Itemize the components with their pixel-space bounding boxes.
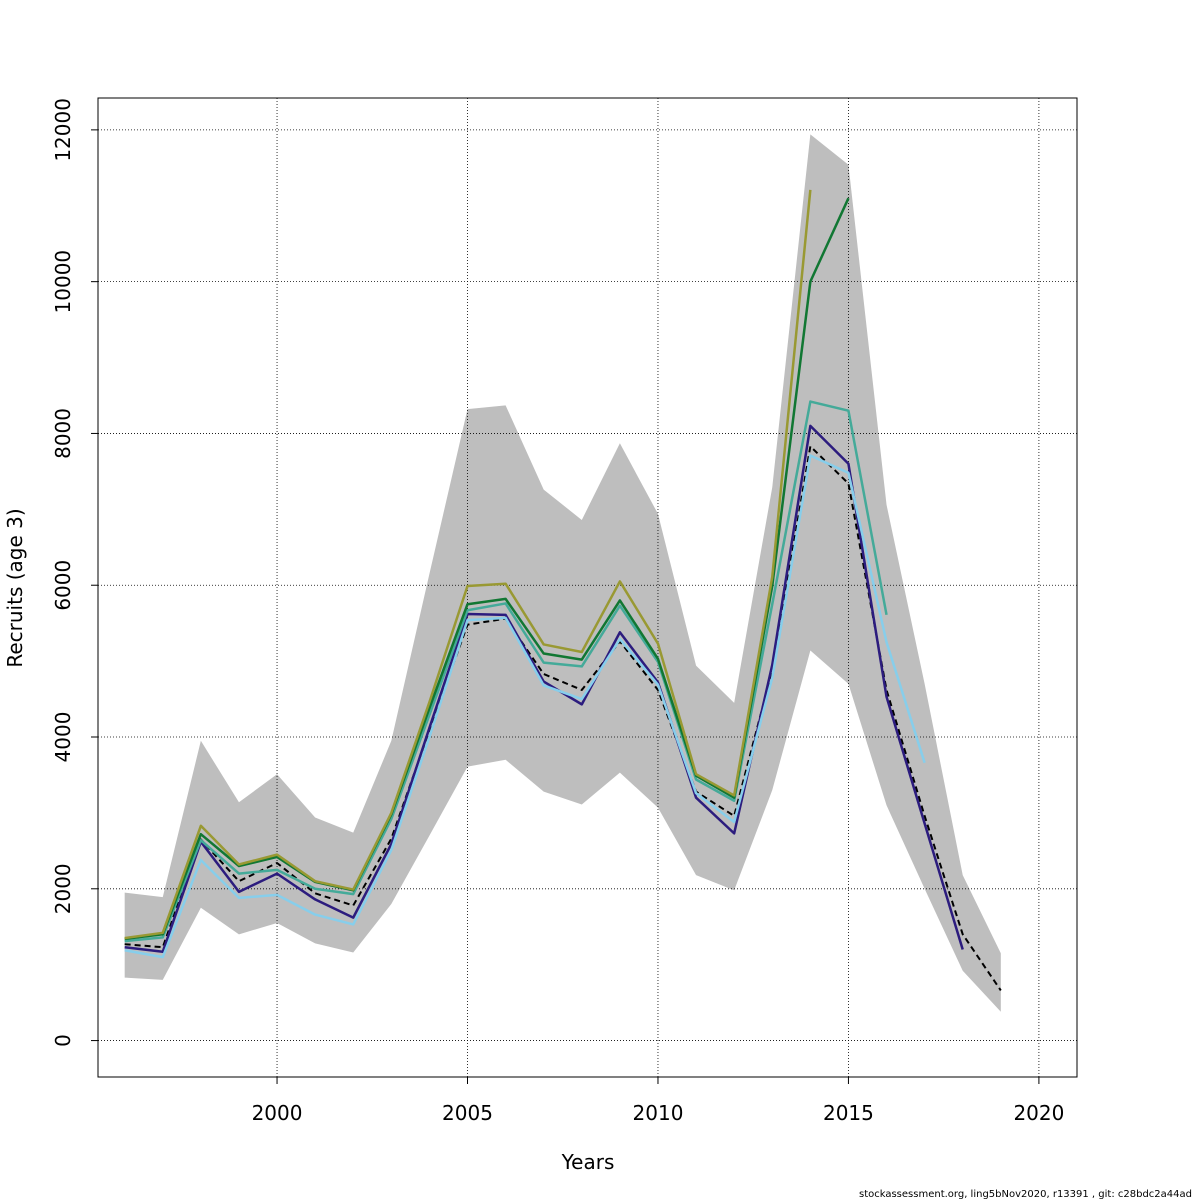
y-tick-label: 0: [51, 1034, 75, 1047]
y-tick-label: 2000: [51, 863, 75, 914]
confidence-band: [124, 134, 1001, 1012]
series-line-5: [124, 197, 850, 941]
series-layer: [124, 189, 1002, 992]
y-tick-label: 8000: [51, 408, 75, 459]
series-line-6: [124, 189, 812, 940]
y-tick-label: 10000: [51, 250, 75, 314]
series-line-2: [124, 424, 964, 954]
plot-frame: [97, 97, 1078, 1078]
y-tick-label: 4000: [51, 712, 75, 763]
x-axis-title: Years: [561, 1150, 615, 1174]
axis-layer: 2000 2005 2010 2015 2020 0 2000 4000 6000 8000 100…: [51, 98, 1064, 1125]
series-line-4: [124, 400, 888, 943]
series-line-3: [124, 454, 926, 959]
footer-credit: stockassessment.org, ling5bNov2020, r133…: [859, 1189, 1192, 1200]
x-tick-label: 2015: [823, 1101, 874, 1125]
y-axis-title: Recruits (age 3): [3, 508, 27, 667]
x-tick-label: 2020: [1013, 1101, 1064, 1125]
series-line-1: [124, 445, 1002, 992]
x-tick-label: 2000: [252, 1101, 303, 1125]
uncertainty-band-layer: [124, 134, 1001, 1012]
x-tick-label: 2005: [442, 1101, 493, 1125]
x-tick-label: 2010: [633, 1101, 684, 1125]
y-tick-label: 12000: [51, 98, 75, 162]
y-tick-label: 6000: [51, 560, 75, 611]
